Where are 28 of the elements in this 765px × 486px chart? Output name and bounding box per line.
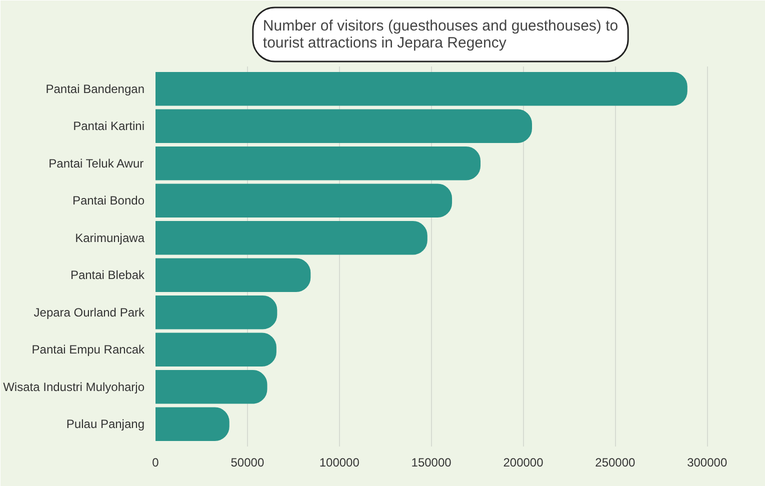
y-tick-label: Wisata Industri Mulyoharjo <box>3 380 145 394</box>
bar <box>156 407 230 442</box>
bar <box>156 146 481 180</box>
chart-title: Number of visitors (guesthouses and guesthouses) to tourist attractions in Jepara Regency <box>262 18 618 52</box>
bar <box>156 109 532 143</box>
bar <box>156 220 428 255</box>
x-tick-label: 0 <box>152 456 160 470</box>
x-tick-label: 200000 <box>503 456 544 470</box>
x-tick-label: 300000 <box>687 456 728 470</box>
y-tick-label: Pantai Blebak <box>70 268 146 282</box>
x-tick-label: 50000 <box>230 456 264 470</box>
y-tick-label: Pantai Bondo <box>72 194 145 208</box>
y-tick-label: Jepara Ourland Park <box>34 305 146 320</box>
bar <box>156 258 311 292</box>
bar <box>156 332 276 367</box>
y-tick-label: Pantai Bandengan <box>46 82 145 96</box>
x-tick-label: 250000 <box>595 456 636 470</box>
y-tick-label: Pulau Panjang <box>66 417 145 432</box>
y-tick-label: Pantai Teluk Awur <box>48 156 144 170</box>
x-tick-label: 150000 <box>411 456 452 470</box>
x-tick-label: 100000 <box>319 456 360 470</box>
y-tick-label: Pantai Empu Rancak <box>32 342 146 357</box>
bar <box>156 370 268 404</box>
bar <box>156 184 452 218</box>
y-tick-label: Pantai Kartini <box>73 119 144 134</box>
bar <box>156 295 278 330</box>
y-tick-label: Karimunjawa <box>75 230 145 245</box>
bar <box>156 72 688 106</box>
